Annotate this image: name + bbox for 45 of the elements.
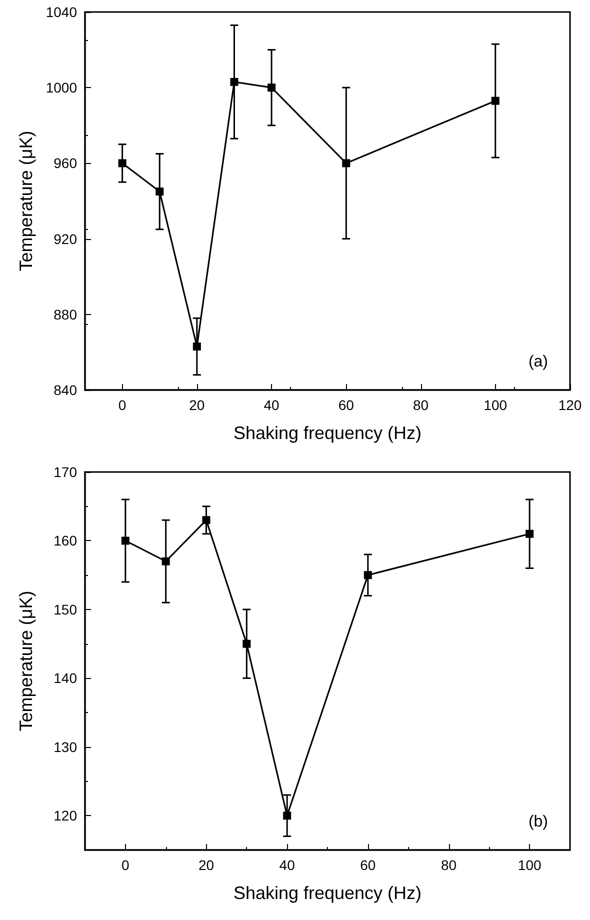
x-tick-label: 100 [518,857,542,873]
y-tick-label: 160 [54,532,78,549]
x-tick-label: 80 [440,857,457,873]
y-tick-label: 1000 [46,80,78,96]
x-tick-label: 20 [198,857,214,873]
y-tick-label: 880 [54,306,78,322]
y-tick-label: 920 [54,230,78,247]
x-tick-label: 60 [360,857,376,873]
point [526,530,534,538]
y-tick-label: 170 [54,464,78,480]
point [202,516,210,524]
point [364,571,372,580]
point [162,557,170,566]
x-tick-label: 40 [264,397,280,413]
x-axis-title: Shaking frequency (Hz) [233,423,422,443]
x-tick-label: 20 [189,397,205,413]
y-tick-label: 140 [54,670,78,686]
x-tick-label: 0 [122,857,130,873]
x-tick-label: 80 [412,397,429,413]
y-tick-label: 1040 [46,4,78,20]
y-tick-label: 130 [54,738,78,755]
x-tick-label: 0 [118,397,126,413]
y-tick-label: 120 [54,808,78,824]
point [118,159,126,168]
point [242,640,251,648]
y-axis-title: Temperature (μK) [16,130,36,272]
annotation: (b) [528,814,548,830]
x-tick-label: 40 [279,857,296,873]
point [268,84,276,92]
y-axis-title: Temperature (μK) [16,590,36,732]
x-tick-label: 60 [338,397,354,413]
y-tick-label: 960 [54,155,78,172]
point [491,96,500,105]
point [230,78,238,86]
x-tick-label: 120 [558,397,582,413]
point [156,188,164,196]
x-tick-label: 100 [484,397,508,413]
x-axis-title: Shaking frequency (Hz) [233,883,422,903]
point [192,342,201,351]
y-tick-label: 840 [54,382,78,398]
point [283,812,292,820]
point [121,536,130,545]
point [342,159,350,168]
annotation: (a) [528,354,548,370]
y-tick-label: 150 [54,601,78,618]
